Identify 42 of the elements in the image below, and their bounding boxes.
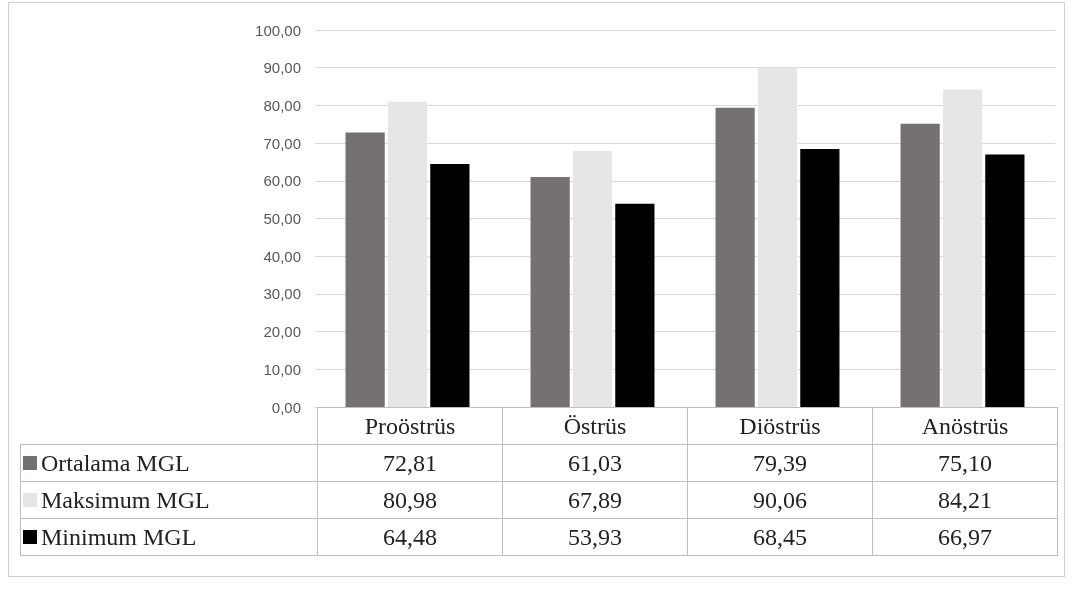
bar	[900, 123, 940, 407]
bar	[615, 203, 655, 407]
data-label: 53,93	[502, 518, 688, 556]
y-tick-label: 30,00	[263, 285, 301, 303]
data-label: 66,97	[872, 518, 1058, 556]
data-label: 68,45	[687, 518, 873, 556]
bar	[757, 67, 798, 407]
bar	[530, 176, 570, 407]
data-label: 64,48	[317, 518, 503, 556]
y-tick-label: 90,00	[263, 59, 301, 77]
legend-label: Maksimum MGL	[20, 481, 318, 519]
y-tick-label: 20,00	[263, 323, 301, 341]
x-tick-label: Proöstrüs	[317, 407, 503, 445]
data-label: 61,03	[502, 444, 688, 482]
x-tick-label: Östrüs	[502, 407, 688, 445]
y-tick-label: 0,00	[271, 398, 301, 416]
bar	[387, 101, 428, 407]
y-tick-label: 50,00	[263, 210, 301, 227]
bar	[715, 107, 755, 407]
bar	[800, 148, 840, 407]
legend-label: Ortalama MGL	[20, 444, 318, 482]
y-tick-label: 80,00	[263, 96, 301, 114]
data-label: 80,98	[317, 481, 503, 519]
bar	[572, 151, 613, 407]
bar	[985, 154, 1025, 407]
data-label: 75,10	[872, 444, 1058, 482]
data-label: 79,39	[687, 444, 873, 482]
bar	[345, 132, 385, 407]
y-tick-label: 60,00	[263, 172, 301, 190]
y-tick-label: 10,00	[263, 360, 301, 378]
data-label: 72,81	[317, 444, 503, 482]
legend-label: Minimum MGL	[20, 518, 318, 556]
data-label: 84,21	[872, 481, 1058, 519]
y-tick-label: 100,00	[255, 21, 301, 39]
data-label: 90,06	[687, 481, 873, 519]
bar	[430, 163, 470, 407]
data-label: 67,89	[502, 481, 688, 519]
y-tick-label: 40,00	[263, 247, 301, 265]
x-tick-label: Anöstrüs	[872, 407, 1058, 445]
bar	[942, 89, 983, 407]
y-tick-label: 70,00	[263, 134, 301, 152]
x-tick-label: Diöstrüs	[687, 407, 873, 445]
